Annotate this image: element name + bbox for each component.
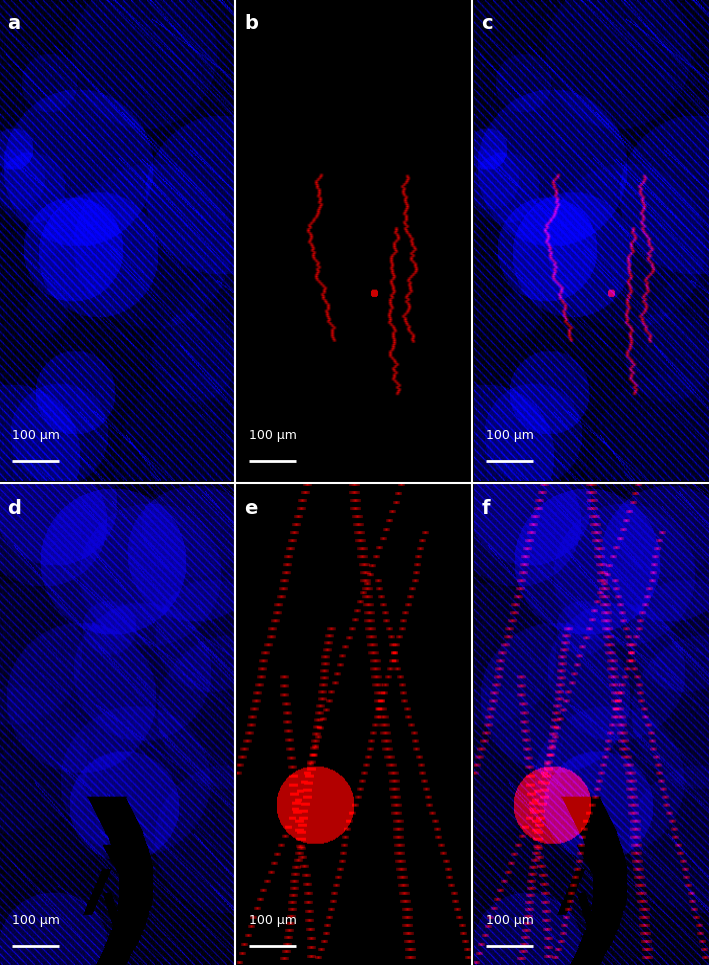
Text: e: e bbox=[244, 499, 257, 518]
Text: f: f bbox=[481, 499, 490, 518]
Text: c: c bbox=[481, 14, 493, 34]
Text: b: b bbox=[244, 14, 258, 34]
Text: d: d bbox=[7, 499, 21, 518]
Text: 100 μm: 100 μm bbox=[486, 429, 534, 442]
Text: 100 μm: 100 μm bbox=[12, 429, 60, 442]
Text: a: a bbox=[7, 14, 20, 34]
Text: 100 μm: 100 μm bbox=[249, 429, 296, 442]
Text: 100 μm: 100 μm bbox=[249, 914, 296, 926]
Text: 100 μm: 100 μm bbox=[486, 914, 534, 926]
Text: 100 μm: 100 μm bbox=[12, 914, 60, 926]
